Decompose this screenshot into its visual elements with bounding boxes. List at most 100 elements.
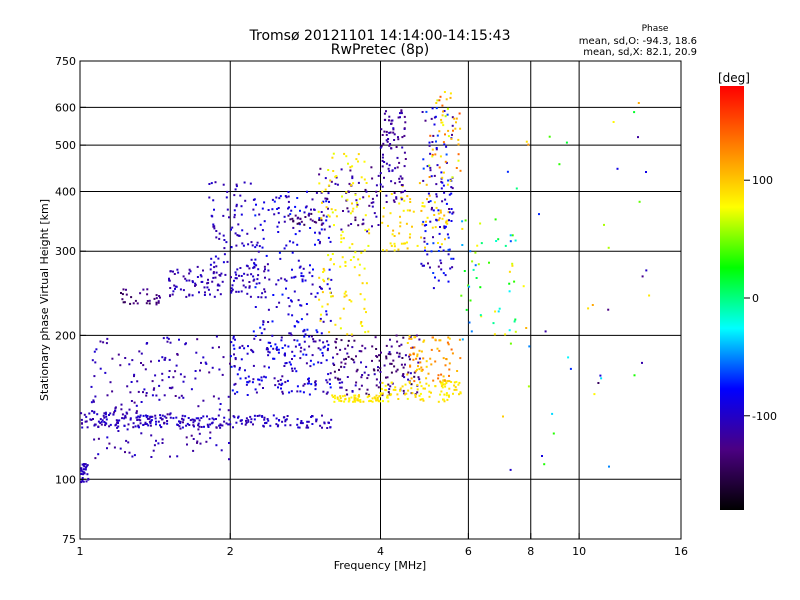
data-point (157, 301, 160, 304)
data-point (338, 399, 341, 402)
data-point (336, 396, 339, 399)
data-point (281, 390, 284, 393)
data-point (339, 395, 342, 398)
data-point (357, 181, 360, 184)
data-point (567, 356, 570, 359)
data-point (263, 270, 266, 273)
data-point (185, 424, 188, 427)
data-point (358, 388, 361, 391)
data-point (389, 212, 392, 215)
data-point (417, 376, 420, 379)
data-point (116, 426, 119, 429)
data-point (436, 99, 439, 102)
data-point (552, 432, 555, 435)
data-point (342, 307, 345, 310)
data-point (334, 323, 337, 326)
data-point (343, 366, 346, 369)
data-point (250, 258, 253, 261)
data-point (444, 115, 447, 118)
data-point (85, 465, 88, 468)
data-point (302, 267, 305, 270)
data-point (99, 418, 102, 421)
data-point (346, 207, 349, 210)
data-point (233, 347, 236, 350)
data-point (469, 299, 472, 302)
data-point (476, 244, 479, 247)
data-point (245, 417, 248, 420)
data-point (541, 455, 543, 457)
data-point (219, 423, 222, 426)
data-point (355, 201, 358, 204)
data-point (215, 426, 218, 429)
data-point (308, 377, 310, 380)
data-point (420, 262, 423, 265)
data-point (239, 377, 242, 380)
data-point (338, 368, 340, 371)
data-point (136, 302, 139, 305)
data-point (430, 208, 433, 211)
data-point (124, 451, 126, 454)
data-point (263, 220, 266, 223)
data-point (115, 423, 118, 426)
data-point (387, 224, 389, 227)
data-point (90, 385, 93, 388)
data-point (310, 208, 312, 211)
y-tick-label: 400 (55, 185, 76, 198)
data-point (410, 347, 413, 349)
data-point (612, 121, 615, 123)
data-point (480, 315, 483, 318)
data-point (593, 393, 596, 396)
data-point (218, 346, 220, 349)
data-point (441, 200, 444, 203)
data-point (234, 382, 237, 385)
data-point (246, 381, 249, 384)
data-point (616, 167, 619, 170)
data-point (161, 372, 164, 375)
data-point (129, 418, 132, 421)
data-point (234, 271, 237, 274)
data-point (275, 196, 278, 199)
data-point (398, 355, 401, 358)
data-point (262, 323, 265, 326)
data-point (277, 212, 280, 215)
data-point (331, 156, 334, 159)
data-point (511, 264, 514, 267)
data-point (429, 200, 432, 203)
data-point (404, 363, 406, 366)
data-point (273, 357, 276, 360)
data-point (412, 353, 415, 356)
data-point (157, 442, 160, 445)
data-point (197, 428, 200, 431)
data-point (253, 198, 256, 201)
data-point (330, 208, 333, 211)
data-point (231, 288, 234, 291)
stats-o-line: mean, sd,O: -94.3, 18.6 (579, 36, 697, 47)
data-point (401, 177, 404, 180)
data-point (361, 325, 364, 327)
data-point (122, 288, 125, 291)
data-point (331, 211, 334, 214)
data-point (305, 426, 308, 429)
data-point (389, 385, 392, 388)
data-point (443, 91, 446, 93)
data-point (437, 265, 440, 268)
data-point (513, 320, 516, 323)
data-point (366, 396, 369, 399)
data-point (90, 418, 93, 421)
data-point (318, 219, 321, 221)
data-point (261, 229, 264, 232)
data-point (418, 394, 421, 397)
data-point (245, 383, 248, 386)
data-point (438, 99, 441, 102)
data-point (375, 384, 378, 387)
data-point (528, 345, 531, 348)
data-point (322, 390, 325, 393)
data-point (247, 243, 250, 246)
data-point (179, 422, 182, 425)
data-point (402, 389, 405, 392)
data-point (381, 185, 384, 188)
data-point (252, 351, 255, 354)
data-point (238, 274, 240, 277)
